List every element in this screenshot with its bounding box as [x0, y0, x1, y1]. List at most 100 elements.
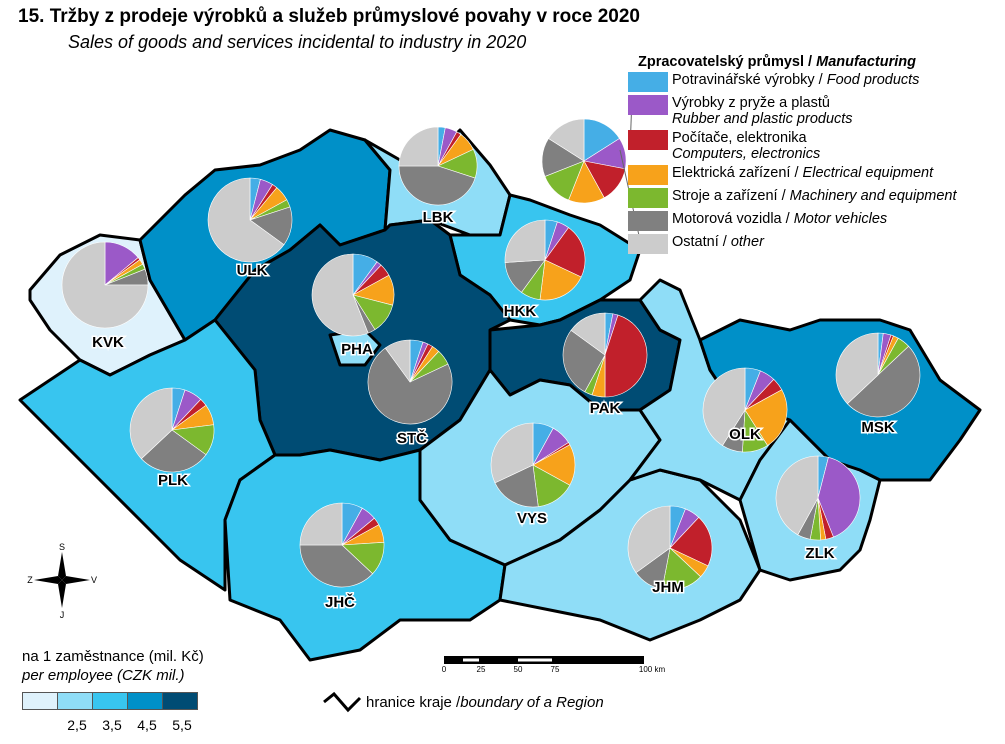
pie-slice-2	[604, 314, 648, 398]
class-swatch	[163, 693, 197, 709]
pie-slice-2	[669, 516, 713, 567]
pie-OLK	[702, 367, 788, 453]
pie-JHM	[627, 505, 713, 591]
region-label: ULK	[237, 262, 268, 279]
pie-LBK	[398, 126, 478, 206]
choropleth-title: na 1 zaměstnance (mil. Kč)	[22, 648, 204, 665]
legend-sample-pie	[541, 118, 627, 204]
boundary-legend: hranice kraje / boundary of a Region	[322, 690, 604, 714]
legend-item: Počítače, elektronika Computers, electron…	[628, 130, 957, 162]
pie-VYS	[490, 422, 576, 508]
legend-item: Výrobky z pryže a plastů Rubber and plast…	[628, 95, 957, 127]
pie-STČ	[367, 339, 453, 425]
region-label: ZLK	[805, 545, 834, 562]
pie-slice-5	[367, 347, 453, 425]
pie-slice-6	[570, 312, 606, 356]
pie-PLK	[129, 387, 215, 473]
compass-south: J	[60, 610, 65, 620]
pie-slice-6	[835, 332, 879, 405]
pie-slice-6	[299, 502, 343, 546]
scale-tick: 0	[441, 665, 447, 674]
choropleth-breaks: 2,5 3,5 4,5 5,5	[22, 717, 262, 735]
pie-slice-5	[494, 464, 539, 508]
class-swatch	[93, 693, 128, 709]
pie-PHA	[311, 253, 395, 337]
scale-tick: 75	[550, 665, 560, 674]
legend-swatch	[628, 234, 668, 254]
class-break-label: 3,5	[102, 717, 122, 733]
legend-item: Stroje a zařízení / Machinery and equipm…	[628, 188, 957, 208]
pie-slice-6	[61, 241, 149, 329]
legend-swatch	[628, 165, 668, 185]
legend-item: Motorová vozidla / Motor vehicles	[628, 211, 957, 231]
legend-swatch	[628, 188, 668, 208]
choropleth-ramp	[22, 692, 198, 710]
region-label: PAK	[590, 400, 621, 417]
region-label: MSK	[861, 419, 895, 436]
class-break-label: 2,5	[67, 717, 87, 733]
compass-east: V	[91, 575, 97, 585]
class-break-label: 5,5	[172, 717, 192, 733]
scale-tick: 50	[513, 665, 523, 674]
map-title: 15. Tržby z prodeje výrobků a služeb prů…	[18, 6, 640, 27]
pie-slice-5	[846, 345, 921, 418]
compass-rose: S J Z V	[22, 540, 102, 620]
pie-slice-6	[129, 387, 173, 460]
pie-slice-6	[702, 367, 746, 446]
pie-ULK	[207, 177, 293, 263]
scale-tick: 25	[476, 665, 486, 674]
pie-KVK	[61, 241, 149, 329]
pie-slice-6	[398, 126, 439, 167]
pie-slice-6	[384, 339, 411, 383]
pie-slice-6	[207, 177, 285, 263]
scale-bar	[444, 656, 644, 664]
pie-slice-6	[627, 505, 671, 574]
legend-item: Potravinářské výrobky / Food products	[628, 72, 957, 92]
pie-JHČ	[299, 502, 385, 588]
legend-item: Ostatní / other	[628, 234, 957, 254]
pie-slice-3	[744, 389, 788, 446]
pie-slice-5	[299, 544, 374, 588]
pie-slice-6	[775, 455, 819, 536]
compass-west: Z	[27, 575, 33, 585]
pie-ZLK	[775, 455, 861, 541]
region-label: JHČ	[325, 593, 355, 611]
region-label: STČ	[397, 429, 427, 447]
legend-swatch	[628, 72, 668, 92]
legend-item: Elektrická zařízení / Electrical equipme…	[628, 165, 957, 185]
pie-slice-6	[311, 253, 369, 337]
pie-slice-5	[562, 329, 606, 393]
scale-tick: 100 km	[638, 665, 666, 674]
region-label: PLK	[158, 472, 188, 489]
legend-swatch	[628, 130, 668, 150]
pie-legend: Zpracovatelský průmysl / Manufacturing P…	[628, 54, 957, 257]
class-swatch	[23, 693, 58, 709]
compass-north: S	[59, 542, 65, 552]
map-subtitle: Sales of goods and services incidental t…	[68, 32, 527, 52]
pie-HKK	[504, 219, 586, 301]
class-swatch	[58, 693, 93, 709]
pie-slice-6	[548, 118, 585, 162]
region-label: PHA	[341, 341, 373, 358]
class-swatch	[128, 693, 163, 709]
pie-slice-5	[140, 429, 207, 473]
class-break-label: 4,5	[137, 717, 157, 733]
region-label: HKK	[504, 303, 537, 320]
pie-slice-6	[504, 219, 546, 263]
pie-slice-5	[398, 165, 476, 206]
boundary-line-icon	[323, 691, 362, 713]
legend-swatch	[628, 95, 668, 115]
region-label: LBK	[423, 209, 454, 226]
region-label: VYS	[517, 510, 547, 527]
pie-slice-6	[490, 422, 534, 484]
pie-slice-1	[817, 456, 861, 538]
pie-MSK	[835, 332, 921, 418]
region-label: JHM	[652, 579, 684, 596]
region-label: OLK	[729, 426, 761, 443]
legend-swatch	[628, 211, 668, 231]
pie-slice-3	[539, 259, 582, 301]
choropleth-subtitle: per employee (CZK mil.)	[22, 667, 185, 684]
region-label: KVK	[92, 334, 124, 351]
